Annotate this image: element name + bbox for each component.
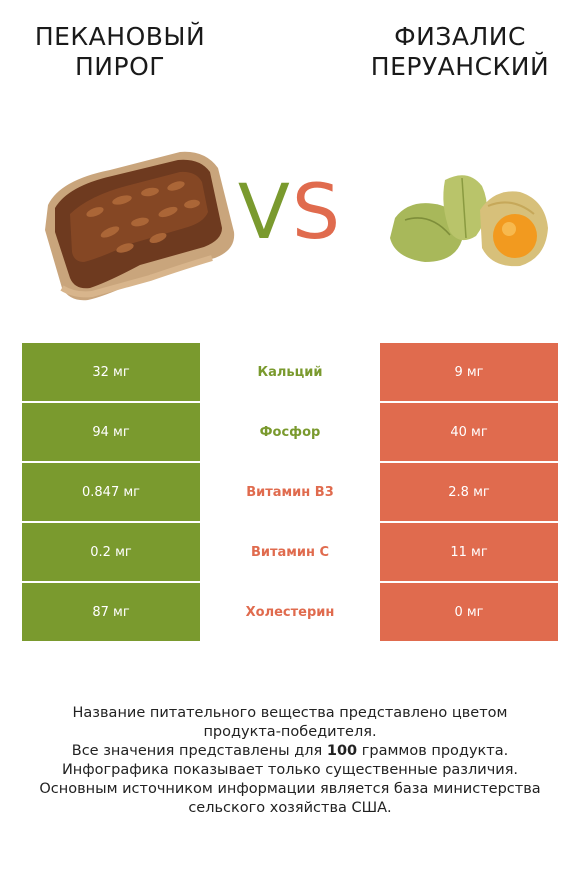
footer-line: продукта-победителя. bbox=[203, 724, 377, 740]
right-value-cell: 9 мг bbox=[380, 343, 558, 402]
nutrient-label: Кальций bbox=[200, 343, 380, 402]
right-value-cell: 40 мг bbox=[380, 401, 558, 462]
nutrient-label: Фосфор bbox=[200, 401, 380, 462]
footer-line: сельского хозяйства США. bbox=[188, 800, 392, 816]
footer-line: Название питательного вещества представл… bbox=[72, 705, 508, 721]
table-row: 32 мг Кальций 9 мг bbox=[22, 343, 558, 402]
table-row: 0.2 мг Витамин C 11 мг bbox=[22, 521, 558, 582]
left-title-line-2: ПИРОГ bbox=[75, 52, 165, 81]
footer-bold-number: 100 bbox=[326, 743, 358, 759]
right-value-cell: 0 мг bbox=[380, 581, 558, 641]
nutrient-comparison-table: 32 мг Кальций 9 мг 94 мг Фосфор 40 мг 0.… bbox=[22, 343, 558, 641]
left-value-cell: 94 мг bbox=[22, 401, 200, 462]
left-title-line-1: ПЕКАНОВЫЙ bbox=[34, 22, 206, 51]
table-row: 87 мг Холестерин 0 мг bbox=[22, 581, 558, 641]
vs-letter-v: V bbox=[237, 167, 292, 256]
table-row: 94 мг Фосфор 40 мг bbox=[22, 401, 558, 462]
vs-letter-s: S bbox=[291, 167, 343, 256]
left-value-cell: 32 мг bbox=[22, 343, 200, 402]
left-value-cell: 87 мг bbox=[22, 581, 200, 641]
hero-illustrations bbox=[45, 151, 548, 301]
physalis-image bbox=[390, 175, 548, 267]
right-value-cell: 11 мг bbox=[380, 521, 558, 582]
nutrient-label: Витамин C bbox=[200, 521, 380, 582]
nutrient-label: Витамин B3 bbox=[200, 461, 380, 522]
footer-line: Все значения представлены для 100 граммо… bbox=[20, 742, 560, 761]
table-row: 0.847 мг Витамин B3 2.8 мг bbox=[22, 461, 558, 522]
pecan-pie-image bbox=[45, 151, 235, 301]
right-value-cell: 2.8 мг bbox=[380, 461, 558, 522]
left-product-title: ПЕКАНОВЫЙ ПИРОГ bbox=[0, 22, 240, 82]
left-value-cell: 0.2 мг bbox=[22, 521, 200, 582]
nutrient-label: Холестерин bbox=[200, 581, 380, 641]
footer-notes: Название питательного вещества представл… bbox=[20, 704, 560, 818]
right-title-line-2: ПЕРУАНСКИЙ bbox=[370, 52, 550, 81]
footer-line: Инфографика показывает только существенн… bbox=[61, 762, 519, 778]
right-product-title: ФИЗАЛИС ПЕРУАНСКИЙ bbox=[340, 22, 580, 82]
left-value-cell: 0.847 мг bbox=[22, 461, 200, 522]
footer-text: граммов продукта. bbox=[357, 743, 509, 759]
footer-text: Все значения представлены для bbox=[71, 743, 327, 759]
footer-line: Основным источником информации является … bbox=[39, 781, 541, 797]
vs-label: VS bbox=[0, 162, 580, 262]
right-title-line-1: ФИЗАЛИС bbox=[394, 22, 526, 51]
